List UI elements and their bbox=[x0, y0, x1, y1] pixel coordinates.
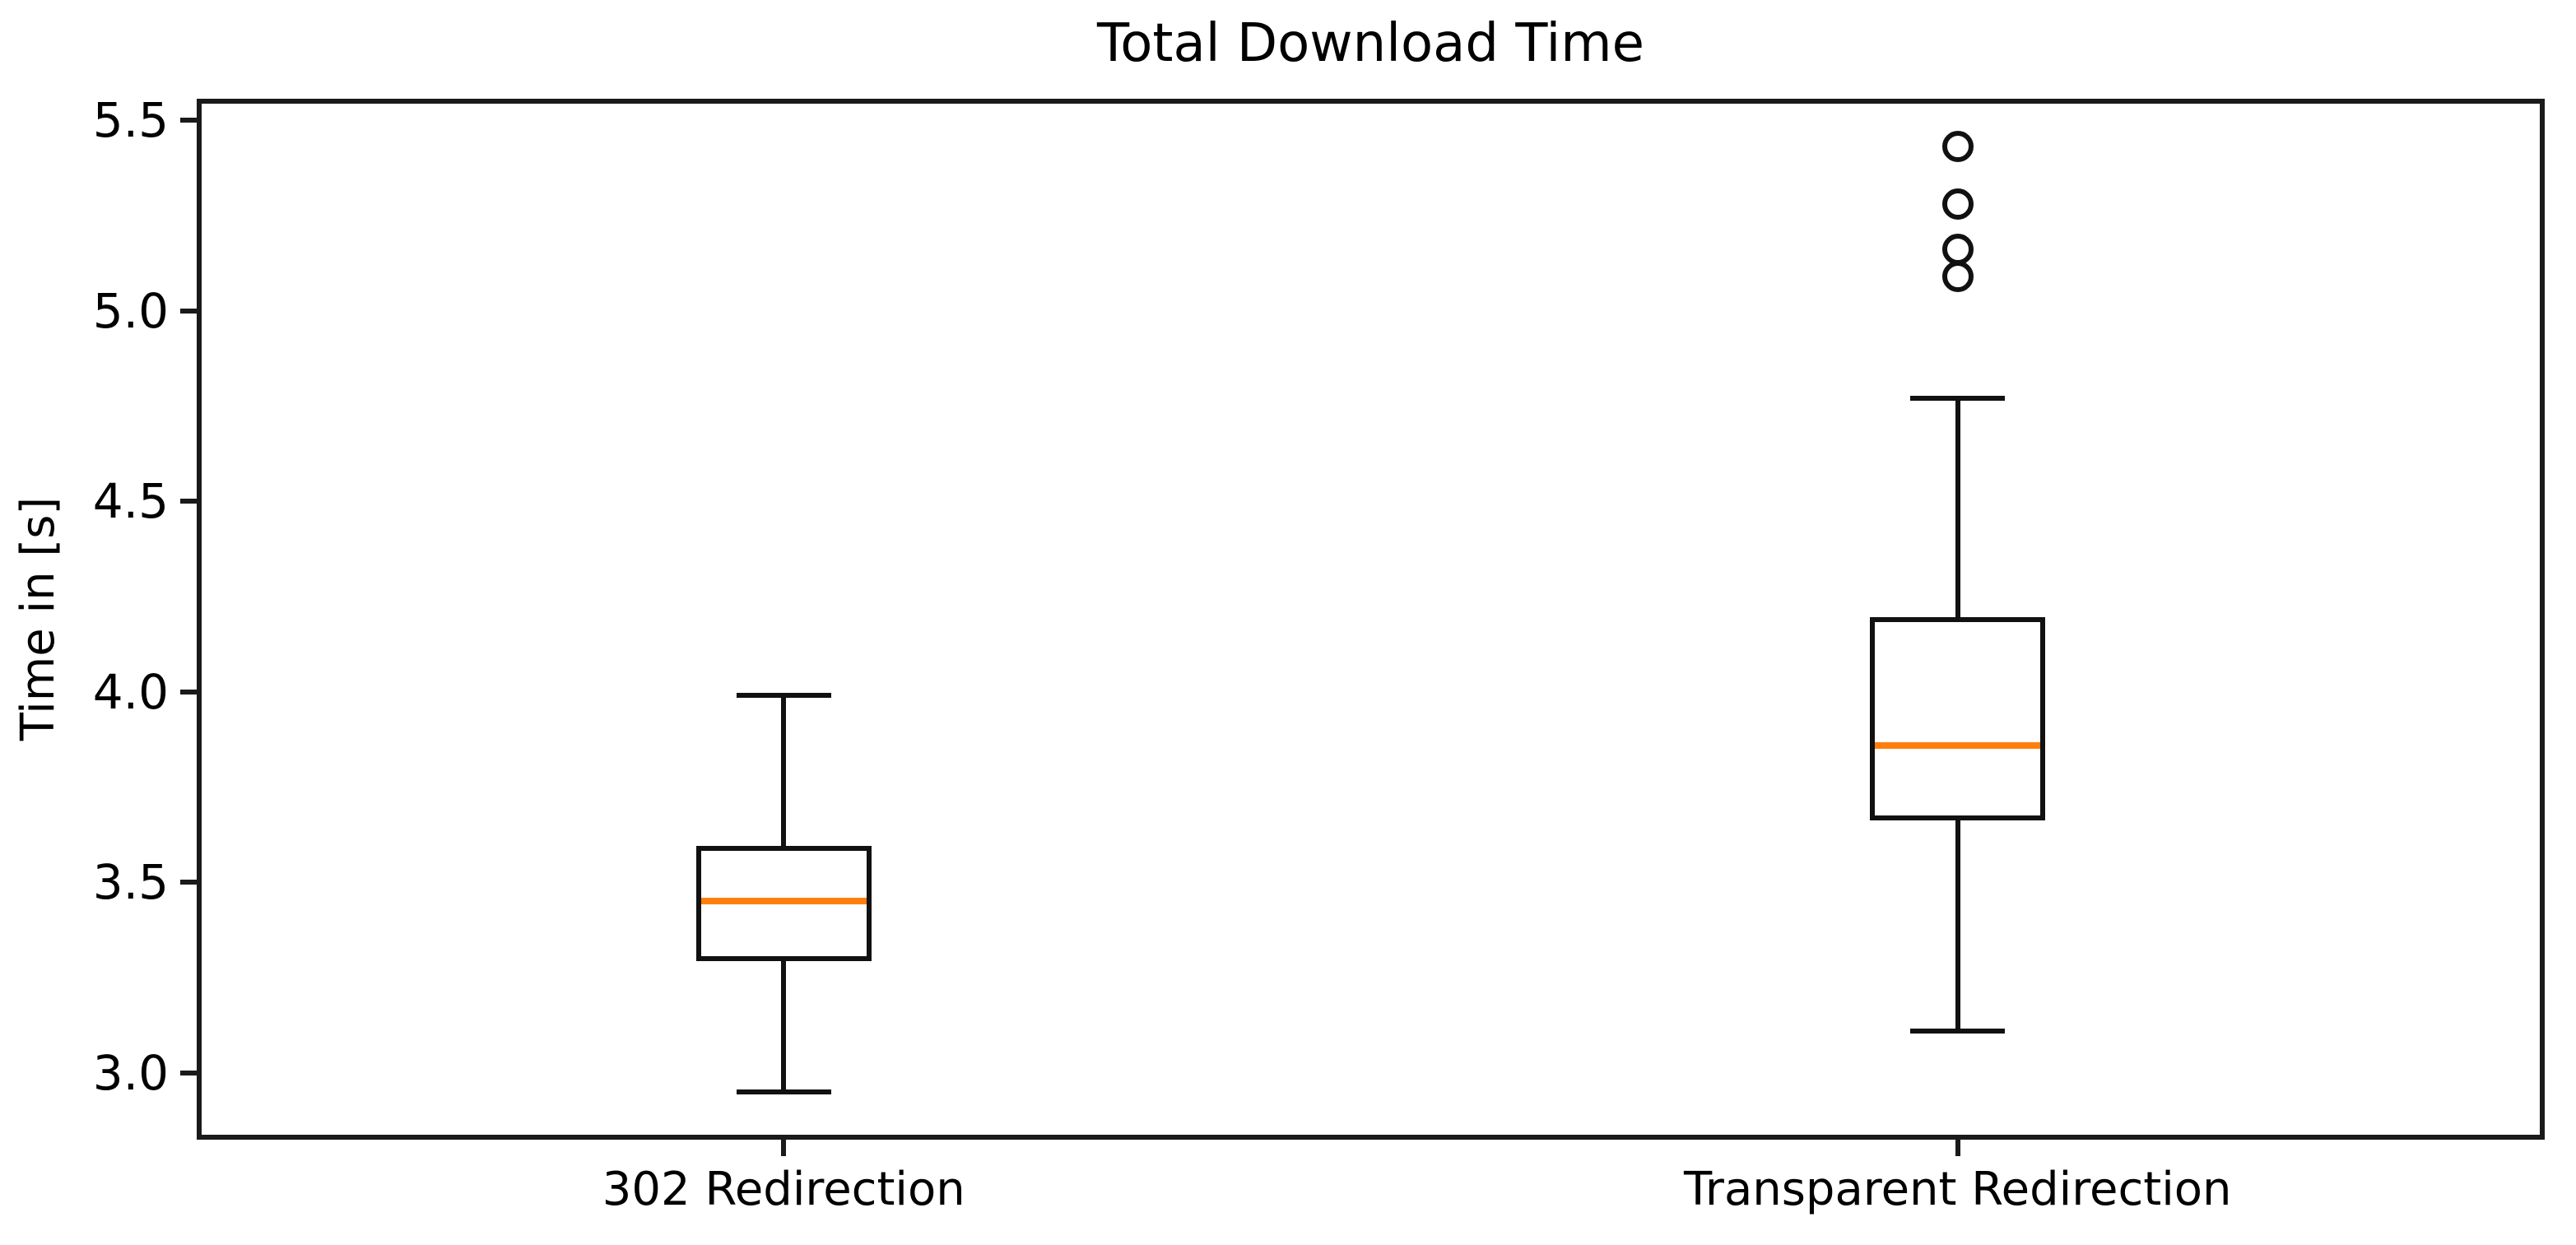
y-tick-mark bbox=[180, 499, 197, 504]
whisker-upper-stem bbox=[1955, 398, 1960, 620]
y-tick-mark bbox=[180, 689, 197, 695]
whisker-upper-stem bbox=[781, 695, 787, 848]
x-tick-label: 302 Redirection bbox=[602, 1163, 965, 1216]
median-line bbox=[700, 898, 867, 905]
x-tick-mark bbox=[781, 1140, 787, 1156]
y-tick-label: 5.0 bbox=[92, 282, 169, 339]
outlier-point bbox=[1941, 234, 1974, 266]
chart-title: Total Download Time bbox=[1097, 13, 1644, 74]
y-tick-mark bbox=[180, 1070, 197, 1075]
y-tick-label: 4.0 bbox=[92, 663, 169, 720]
median-line bbox=[1875, 741, 2041, 749]
y-tick-mark bbox=[180, 308, 197, 314]
plot-area bbox=[197, 99, 2545, 1140]
outlier-point bbox=[1941, 131, 1974, 163]
y-tick-mark bbox=[180, 880, 197, 885]
y-tick-label: 3.0 bbox=[92, 1044, 169, 1101]
iqr-box bbox=[695, 845, 872, 961]
x-tick-label: Transparent Redirection bbox=[1683, 1163, 2232, 1216]
whisker-lower-stem bbox=[781, 958, 787, 1093]
whisker-lower-cap bbox=[736, 1089, 831, 1095]
outlier-point bbox=[1941, 188, 1974, 220]
iqr-box bbox=[1870, 616, 2046, 820]
y-tick-mark bbox=[180, 117, 197, 123]
whisker-upper-cap bbox=[736, 693, 831, 699]
y-tick-label: 5.5 bbox=[92, 91, 169, 148]
whisker-lower-stem bbox=[1955, 817, 1960, 1031]
whisker-upper-cap bbox=[1910, 396, 2006, 402]
outlier-point bbox=[1941, 260, 1974, 292]
y-tick-label: 3.5 bbox=[92, 854, 169, 911]
y-tick-label: 4.5 bbox=[92, 473, 169, 530]
whisker-lower-cap bbox=[1910, 1028, 2006, 1034]
x-tick-mark bbox=[1955, 1140, 1960, 1156]
